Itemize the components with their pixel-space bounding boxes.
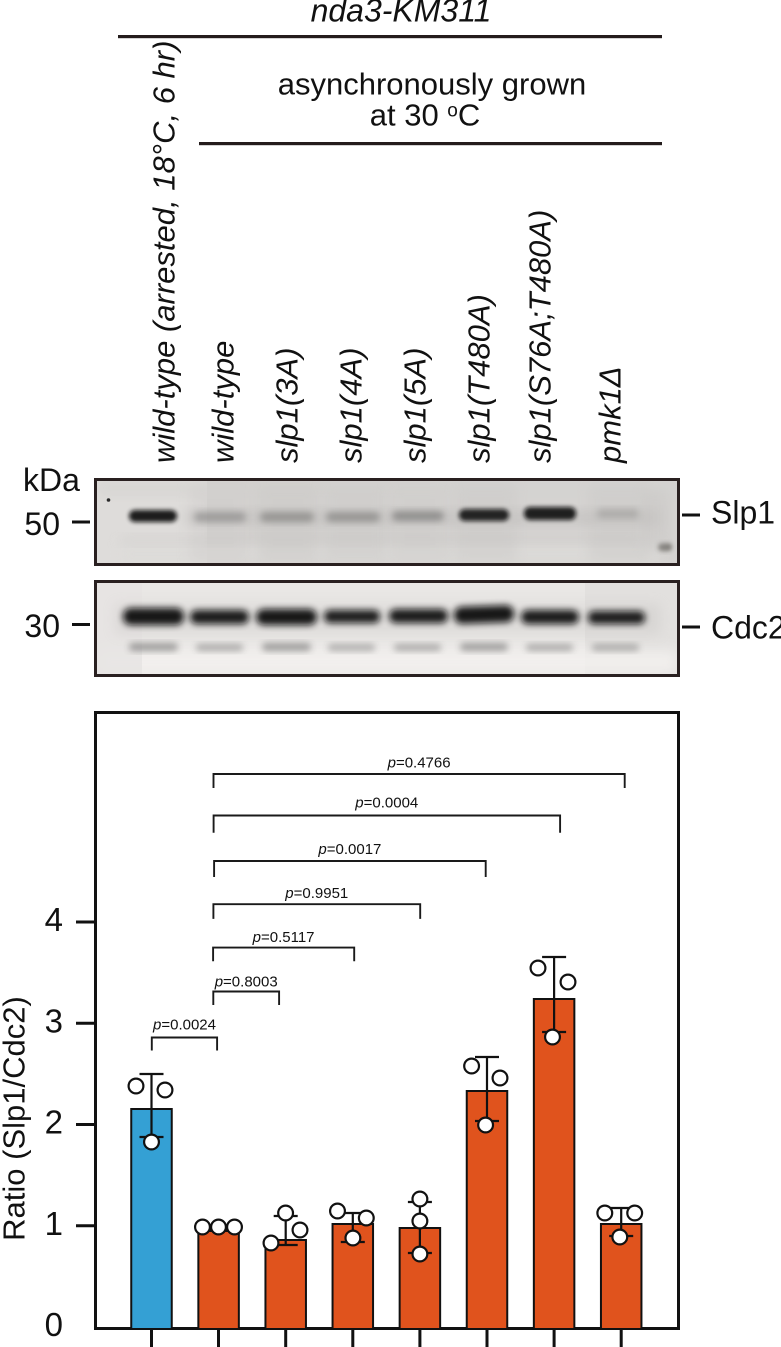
svg-text:pmk1Δ: pmk1Δ [593,366,628,464]
svg-text:slp1(3A): slp1(3A) [270,348,305,463]
svg-text:kDa: kDa [23,462,80,498]
svg-text:3: 3 [45,1002,63,1039]
svg-text:p=0.9951: p=0.9951 [284,885,348,902]
svg-text:slp1(T480A): slp1(T480A) [462,294,497,463]
svg-text:50: 50 [24,506,60,542]
svg-text:p=0.0004: p=0.0004 [354,795,418,812]
svg-text:slp1(4A): slp1(4A) [334,348,369,463]
svg-text:slp1(S76A;T480A): slp1(S76A;T480A) [523,210,558,463]
svg-text:p=0.0024: p=0.0024 [152,1017,216,1034]
svg-text:2: 2 [45,1104,63,1141]
svg-text:p=0.5117: p=0.5117 [252,929,315,946]
svg-text:Slp1: Slp1 [711,495,775,531]
svg-text:4: 4 [45,901,63,938]
svg-text:asynchronously grown: asynchronously grown [278,67,586,102]
svg-text:wild-type (arrested, 18°C, 6 h: wild-type (arrested, 18°C, 6 hr) [147,41,182,463]
svg-text:p=0.0017: p=0.0017 [317,841,381,858]
svg-text:1: 1 [45,1205,63,1242]
svg-text:Ratio (Slp1/Cdc2): Ratio (Slp1/Cdc2) [0,996,32,1241]
svg-text:Cdc2: Cdc2 [711,610,781,646]
svg-text:wild-type: wild-type [206,341,241,463]
svg-text:0: 0 [45,1306,63,1343]
svg-text:p=0.4766: p=0.4766 [387,755,451,772]
svg-text:slp1(5A): slp1(5A) [398,348,433,463]
svg-text:p=0.8003: p=0.8003 [214,973,278,990]
svg-text:at 30 oC: at 30 oC [370,98,481,133]
svg-text:nda3-KM311: nda3-KM311 [311,0,492,29]
svg-text:30: 30 [24,608,60,644]
